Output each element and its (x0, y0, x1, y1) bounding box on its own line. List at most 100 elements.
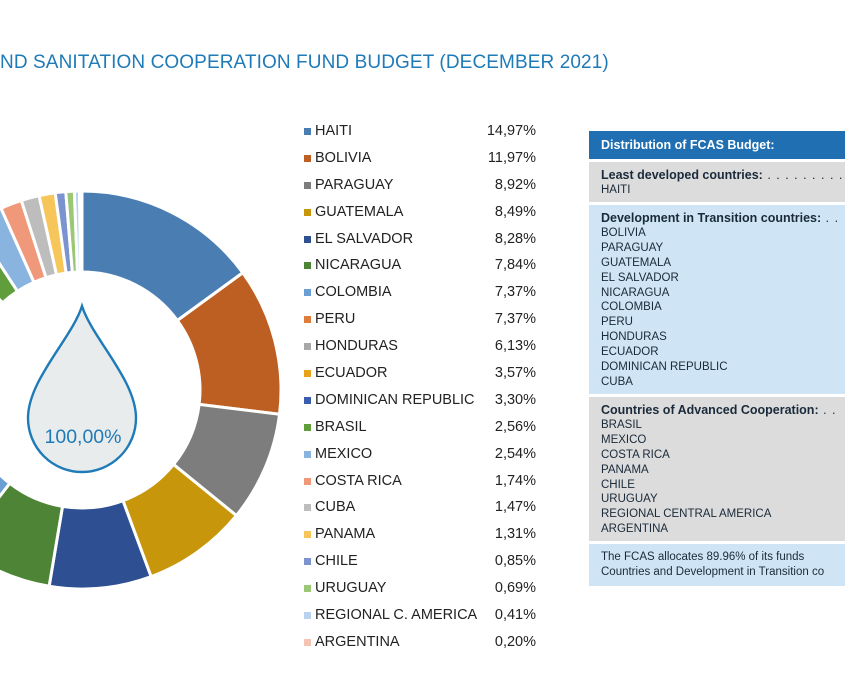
legend-swatch (304, 612, 311, 620)
legend-swatch (304, 638, 311, 646)
legend-label: ECUADOR (315, 365, 388, 382)
legend-item: PARAGUAY 8,92% (300, 175, 545, 202)
panel-heading: Distribution of FCAS Budget: (589, 131, 845, 159)
development-transition-section: Development in Transition countries: . .… (589, 204, 845, 394)
legend-label: CUBA (315, 499, 356, 516)
legend-label: PERU (315, 311, 356, 328)
country-list-item: MEXICO (601, 433, 647, 446)
legend-swatch (304, 558, 311, 566)
legend-item: HAITI 14,97% (300, 121, 545, 148)
legend-value: 8,49% (494, 203, 536, 220)
legend-item: REGIONAL C. AMERICA 0,41% (300, 605, 545, 632)
country-list-item: COSTA RICA (601, 448, 670, 461)
legend-value: 0,69% (494, 580, 536, 597)
country-list: BOLIVIA PARAGUAY GUATEMALA EL SALVADOR NICAR… (601, 226, 845, 390)
section-title: Least developed countries: . . . . . . .… (601, 168, 845, 182)
legend-value: 1,74% (494, 472, 536, 489)
center-total-label: 100,00% (45, 426, 122, 448)
donut-chart: 100,00% (0, 189, 283, 591)
legend-swatch (304, 181, 311, 189)
legend-swatch (304, 128, 311, 135)
country-list-item: NICARAGUA (601, 286, 670, 299)
legend-swatch (304, 477, 311, 485)
country-list: BRASIL MEXICO COSTA RICA PANAMA CHILE URUGUAY… (601, 418, 845, 537)
legend-item: CUBA 1,47% (300, 497, 545, 524)
allocation-note: The FCAS allocates 89.96% of its funds C… (589, 544, 845, 587)
legend-item: PERU 7,37% (300, 309, 545, 336)
country-list-item: BOLIVIA (601, 226, 646, 239)
country-list-item: HAITI (601, 184, 631, 196)
legend-swatch (304, 154, 311, 162)
legend-label: EL SALVADOR (315, 230, 414, 247)
legend-swatch (304, 396, 311, 404)
legend-swatch (304, 262, 311, 270)
legend-swatch (304, 343, 311, 351)
legend-swatch (304, 316, 311, 324)
legend-label: ARGENTINA (315, 633, 400, 650)
legend-label: CHILE (315, 553, 358, 570)
legend-item: COSTA RICA 1,74% (300, 471, 545, 498)
donut-slice-nicaragua (0, 481, 65, 588)
legend-label: COLOMBIA (315, 284, 392, 301)
legend-label: PARAGUAY (315, 176, 394, 193)
country-list-item: COLOMBIA (601, 301, 662, 314)
legend-value: 8,92% (494, 176, 536, 193)
legend-item: COLOMBIA 7,37% (300, 282, 545, 309)
legend-value: 2,56% (494, 418, 536, 435)
legend-label: BRASIL (315, 418, 367, 435)
legend-value: 14,97% (486, 123, 536, 139)
legend-item: DOMINICAN REPUBLIC 3,30% (300, 390, 545, 417)
legend-swatch (304, 208, 311, 216)
legend-swatch (304, 504, 311, 512)
legend-value: 3,30% (494, 391, 536, 408)
country-list-item: REGIONAL CENTRAL AMERICA (601, 508, 772, 521)
advanced-cooperation-section: Countries of Advanced Cooperation: . . B… (589, 396, 845, 542)
legend-item: NICARAGUA 7,84% (300, 255, 545, 282)
country-list-item: GUATEMALA (601, 256, 672, 269)
legend-label: COSTA RICA (315, 472, 402, 489)
legend-label: GUATEMALA (315, 203, 404, 220)
legend-item: PANAMA 1,31% (300, 524, 545, 551)
legend-label: MEXICO (315, 445, 373, 462)
legend-item: HONDURAS 6,13% (300, 336, 545, 363)
legend-value: 0,85% (494, 553, 536, 570)
legend-value: 7,37% (494, 284, 536, 301)
country-list-item: CUBA (601, 375, 633, 388)
country-list: HAITI (601, 183, 845, 198)
legend-value: 1,47% (494, 499, 536, 516)
country-list-item: PANAMA (601, 463, 649, 476)
country-list-item: ARGENTINA (601, 523, 669, 536)
country-list-item: HONDURAS (601, 331, 667, 344)
legend-swatch (304, 370, 311, 378)
legend-value: 3,57% (494, 365, 536, 382)
legend-label: PANAMA (315, 526, 376, 543)
legend-value: 0,41% (494, 607, 536, 624)
legend-swatch (304, 289, 311, 297)
legend-item: CHILE 0,85% (300, 551, 545, 578)
legend-value: 6,13% (494, 338, 536, 355)
donut-slice-colombia (0, 472, 12, 499)
country-list-item: PERU (601, 316, 633, 329)
legend-label: URUGUAY (315, 580, 387, 597)
legend-item: ECUADOR 3,57% (300, 363, 545, 390)
section-title: Countries of Advanced Cooperation: . . (601, 402, 837, 417)
country-list-item: PARAGUAY (601, 241, 664, 254)
country-list-item: BRASIL (601, 418, 642, 431)
legend-label: REGIONAL C. AMERICA (315, 607, 478, 624)
legend-swatch (304, 585, 311, 593)
page-title: ND SANITATION COOPERATION FUND BUDGET (D… (0, 52, 609, 73)
legend-swatch (304, 235, 311, 243)
legend-value: 11,97% (487, 149, 536, 166)
legend-label: HAITI (315, 123, 353, 139)
least-developed-section: Least developed countries: . . . . . . .… (589, 162, 845, 202)
legend-value: 7,37% (494, 311, 536, 328)
legend-item: EL SALVADOR 8,28% (300, 229, 545, 256)
legend-label: DOMINICAN REPUBLIC (315, 391, 475, 408)
legend-item: ARGENTINA 0,20% (300, 632, 545, 659)
donut-slice-argentina (77, 189, 84, 274)
legend-label: NICARAGUA (315, 257, 402, 274)
legend-item: GUATEMALA 8,49% (300, 202, 545, 229)
country-list-item: CHILE (601, 478, 635, 491)
section-title: Development in Transition countries: . . (601, 210, 840, 225)
legend-item: BRASIL 2,56% (300, 417, 545, 444)
